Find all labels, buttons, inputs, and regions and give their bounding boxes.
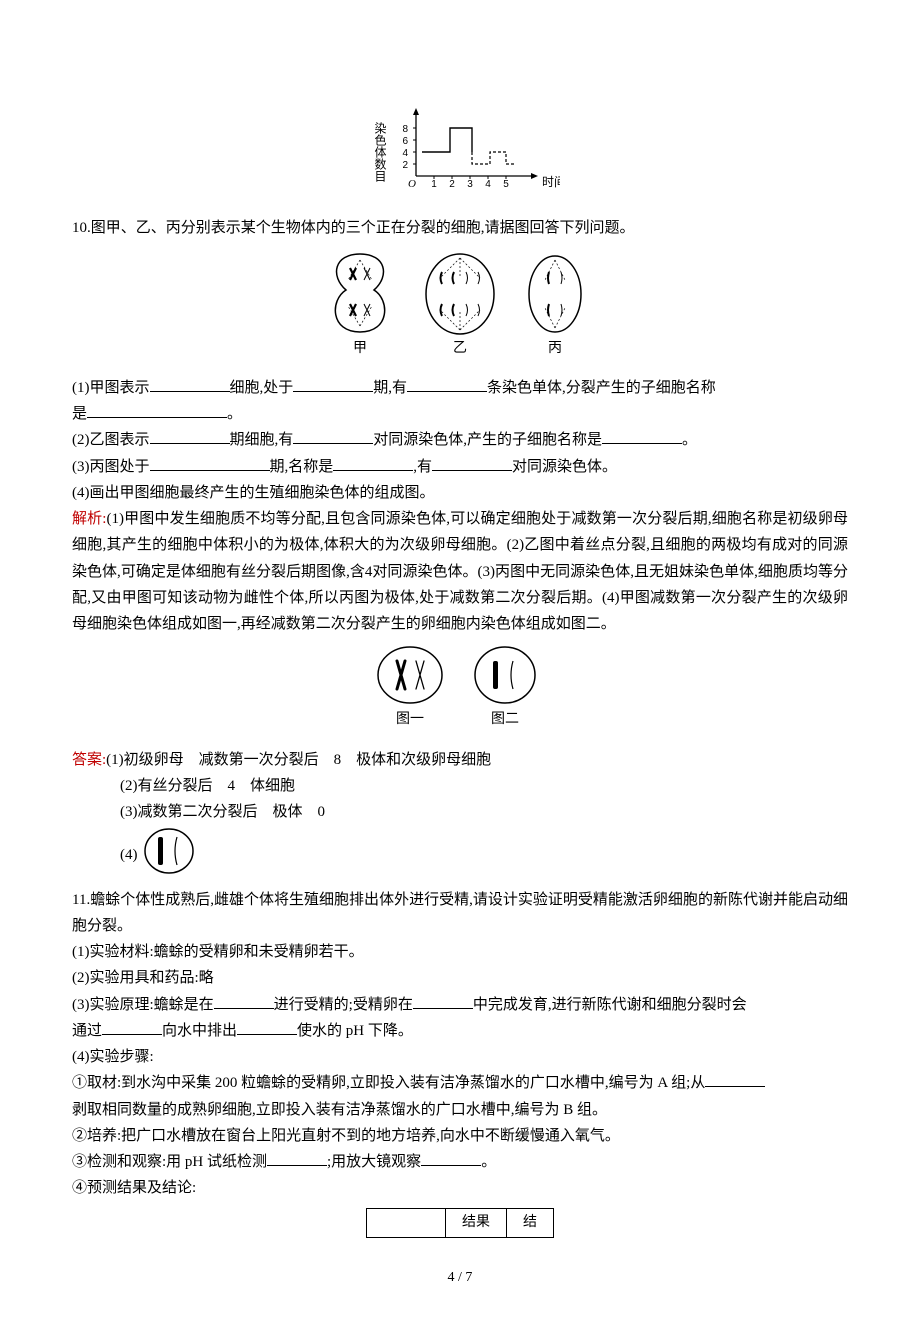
text: ;用放大镜观察 (327, 1154, 421, 1170)
svg-text:丙: 丙 (548, 341, 562, 356)
text: (1)甲图表示 (72, 380, 150, 396)
text: 期,名称是 (270, 459, 334, 475)
q11-s2: ②培养:把广口水槽放在窗台上阳光直射不到的地方培养,向水中不断缓慢通入氧气。 (72, 1123, 848, 1149)
blank (150, 455, 270, 471)
blank (150, 376, 230, 392)
text: 对同源染色体。 (512, 459, 617, 475)
text: 。 (227, 406, 242, 422)
q10-answer-3: (3)减数第二次分裂后 极体 0 (72, 799, 848, 825)
analysis-text: (1)甲图中发生细胞质不均等分配,且包含同源染色体,可以确定细胞处于减数第一次分… (72, 511, 848, 632)
svg-text:图一: 图一 (396, 712, 424, 727)
svg-text:1: 1 (431, 179, 437, 190)
text: 。 (481, 1154, 496, 1170)
svg-text:5: 5 (503, 179, 509, 190)
q11-2: (2)实验用具和药品:略 (72, 965, 848, 991)
q11-s4: ④预测结果及结论: (72, 1175, 848, 1201)
blank (293, 376, 373, 392)
text: 期,有 (373, 380, 407, 396)
svg-text:2: 2 (449, 179, 455, 190)
text: ,有 (413, 459, 432, 475)
q11-s3: ③检测和观察:用 pH 试纸检测 ;用放大镜观察 。 (72, 1149, 848, 1175)
svg-text:6: 6 (402, 136, 408, 147)
text: 细胞,处于 (230, 380, 294, 396)
text: 。 (682, 432, 697, 448)
q10-4: (4)画出甲图细胞最终产生的生殖细胞染色体的组成图。 (72, 480, 848, 506)
answer4-figure (141, 825, 197, 886)
blank (150, 428, 230, 444)
svg-text:甲: 甲 (353, 341, 367, 356)
svg-text:图二: 图二 (491, 712, 519, 727)
svg-text:4: 4 (485, 179, 491, 190)
blank (421, 1150, 481, 1166)
text: (3)实验原理:蟾蜍是在 (72, 997, 214, 1013)
text: 进行受精的;受精卵在 (274, 997, 413, 1013)
text: 通过 (72, 1023, 102, 1039)
text: ③检测和观察:用 pH 试纸检测 (72, 1154, 267, 1170)
blank (705, 1071, 765, 1087)
answer-figures: 图一 图二 (72, 643, 848, 738)
q10-answer-4: (4) (72, 825, 848, 886)
answer-label: 答案: (72, 752, 106, 768)
chromosome-count-chart: 2 4 6 8 1 2 3 4 5 (72, 106, 848, 207)
q11-s1b: 剥取相同数量的成熟卵细胞,立即投入装有洁净蒸馏水的广口水槽中,编号为 B 组。 (72, 1097, 848, 1123)
text: (3)丙图处于 (72, 459, 150, 475)
text: 期细胞,有 (230, 432, 294, 448)
svg-text:8: 8 (402, 124, 408, 135)
q10-answer-1: 答案:(1)初级卵母 减数第一次分裂后 8 极体和次级卵母细胞 (72, 747, 848, 773)
page-footer: 4 / 7 (72, 1266, 848, 1291)
text: 使水的 pH 下降。 (297, 1023, 413, 1039)
q11-3: (3)实验原理:蟾蜍是在 进行受精的;受精卵在 中完成发育,进行新陈代谢和细胞分裂时… (72, 992, 848, 1018)
text: 向水中排出 (162, 1023, 237, 1039)
q11-3b: 通过 向水中排出 使水的 pH 下降。 (72, 1018, 848, 1044)
q10-3: (3)丙图处于 期,名称是 ,有 对同源染色体。 (72, 454, 848, 480)
q11-s1: ①取材:到水沟中采集 200 粒蟾蜍的受精卵,立即投入装有洁净蒸馏水的广口水槽中… (72, 1070, 848, 1096)
blank (267, 1150, 327, 1166)
answer4-prefix: (4) (120, 847, 138, 863)
text: ①取材:到水沟中采集 200 粒蟾蜍的受精卵,立即投入装有洁净蒸馏水的广口水槽中… (72, 1075, 705, 1091)
svg-text:时间: 时间 (542, 175, 560, 189)
svg-text:乙: 乙 (453, 340, 467, 356)
analysis-label: 解析: (72, 511, 106, 527)
q11-stem: 11.蟾蜍个体性成熟后,雌雄个体将生殖细胞排出体外进行受精,请设计实验证明受精能… (72, 887, 848, 940)
text: (2)乙图表示 (72, 432, 150, 448)
table-row: 结果 结 (367, 1208, 554, 1238)
blank (602, 428, 682, 444)
q10-1b: 是。 (72, 401, 848, 427)
svg-text:4: 4 (402, 148, 408, 159)
blank (87, 402, 227, 418)
table-cell-header1: 结果 (446, 1208, 507, 1238)
svg-text:2: 2 (402, 160, 408, 171)
blank (413, 993, 473, 1009)
text: 中完成发育,进行新陈代谢和细胞分裂时会 (473, 997, 747, 1013)
answer-text: (1)初级卵母 减数第一次分裂后 8 极体和次级卵母细胞 (106, 752, 491, 768)
q10-answer-2: (2)有丝分裂后 4 体细胞 (72, 773, 848, 799)
results-table: 结果 结 (366, 1208, 554, 1239)
svg-text:O: O (408, 178, 416, 190)
blank (237, 1019, 297, 1035)
blank (102, 1019, 162, 1035)
blank (407, 376, 487, 392)
q10-analysis: 解析:(1)甲图中发生细胞质不均等分配,且包含同源染色体,可以确定细胞处于减数第… (72, 506, 848, 637)
text: 条染色单体,分裂产生的子细胞名称 (487, 380, 716, 396)
q11-4: (4)实验步骤: (72, 1044, 848, 1070)
cell-diagrams: 甲 乙 丙 (72, 248, 848, 367)
blank (333, 455, 413, 471)
svg-text:3: 3 (467, 179, 473, 190)
table-cell-header2: 结 (507, 1208, 554, 1238)
q10-stem: 10.图甲、乙、丙分别表示某个生物体内的三个正在分裂的细胞,请据图回答下列问题。 (72, 215, 848, 241)
blank (214, 993, 274, 1009)
blank (293, 428, 373, 444)
q10-2: (2)乙图表示 期细胞,有 对同源染色体,产生的子细胞名称是 。 (72, 427, 848, 453)
svg-text:染色体数目: 染色体数目 (373, 121, 387, 182)
q10-1: (1)甲图表示 细胞,处于 期,有 条染色单体,分裂产生的子细胞名称 (72, 375, 848, 401)
q11-1: (1)实验材料:蟾蜍的受精卵和未受精卵若干。 (72, 939, 848, 965)
text: 对同源染色体,产生的子细胞名称是 (373, 432, 602, 448)
table-cell-empty (367, 1208, 446, 1238)
blank (432, 455, 512, 471)
text: 是 (72, 406, 87, 422)
